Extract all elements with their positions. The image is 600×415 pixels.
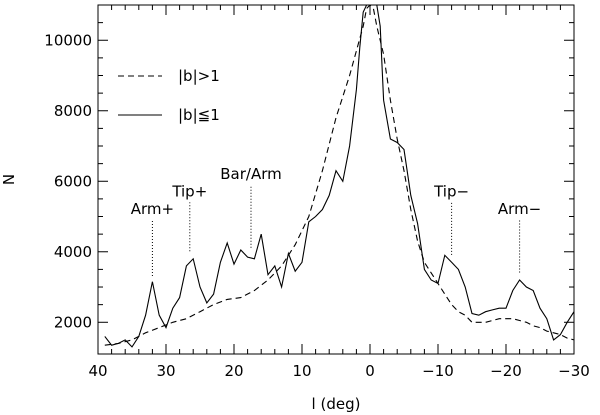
annotation-layer: Arm+Tip+ Bar/Arm Tip− Arm− [131,165,541,276]
x-tick-label: −30 [558,362,590,380]
annotation-label: Arm− [498,200,541,218]
legend-label: |b|≦1 [178,106,220,124]
y-tick-label: 4000 [54,243,92,261]
plot-frame [97,4,575,355]
axes-layer: 40 30 20 10 0 −10 −20 −30 2000 4000 6000 8000 10000 l… [0,4,590,413]
x-tick-label: 10 [292,362,311,380]
y-tick-label: 2000 [54,313,92,331]
x-tick-label: −20 [490,362,522,380]
legend: |b|>1 |b|≦1 [118,67,220,124]
annotation-label: Arm+ [131,200,174,218]
x-tick-label: 0 [365,362,375,380]
annotation-label: Tip− [433,182,469,200]
legend-label: |b|>1 [178,67,220,85]
x-tick-label: 30 [156,362,175,380]
y-tick-label: 8000 [54,102,92,120]
annotation-label: Tip+ [171,182,207,200]
y-tick-label: 10000 [44,31,92,49]
series-line-solid [104,5,574,348]
y-axis-label: N [0,174,18,185]
series-line-dashed [104,5,574,346]
annotation-label: Bar/Arm [220,165,281,183]
plot-layer [104,5,574,348]
x-tick-label: 20 [224,362,243,380]
x-axis-label: l (deg) [312,395,361,413]
x-tick-label: −10 [422,362,454,380]
y-tick-label: 6000 [54,172,92,190]
x-tick-label: 40 [88,362,107,380]
